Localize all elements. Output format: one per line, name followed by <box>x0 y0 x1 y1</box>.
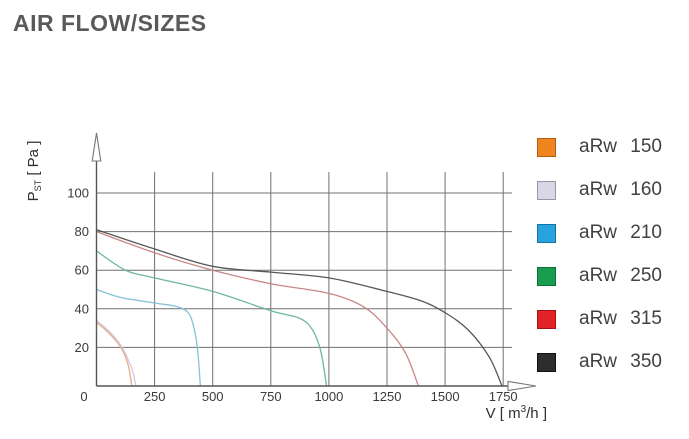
legend-item: aRw 150 <box>537 136 662 157</box>
y-axis-arrow-icon <box>91 132 102 162</box>
curve-arw-210 <box>96 288 202 387</box>
legend: aRw 150 aRw 160 aRw 210 aRw 250 aRw 315 … <box>537 136 662 395</box>
legend-swatch-arw-150-icon <box>537 137 556 157</box>
legend-swatch-arw-315-icon <box>537 309 556 329</box>
x-axis-label: V [ m3/h ] <box>486 404 547 422</box>
y-axis-label: PST [ Pa ] <box>25 141 43 202</box>
legend-item: aRw 315 <box>537 308 662 329</box>
x-tick-label: 250 <box>144 389 166 404</box>
fan-curves <box>96 229 503 387</box>
y-tick-label: 100 <box>67 186 89 201</box>
legend-item: aRw 350 <box>537 351 662 372</box>
x-tick-label: 1750 <box>489 389 518 404</box>
legend-item: aRw 250 <box>537 265 662 286</box>
legend-swatch-arw-160-icon <box>537 180 556 200</box>
tick-labels: 0 250 500 750 1000 1250 1500 1750 20 40 60 80 100 <box>67 186 517 405</box>
y-tick-label: 60 <box>75 263 89 278</box>
legend-label: aRw 250 <box>579 265 662 286</box>
legend-item: aRw 210 <box>537 222 662 243</box>
y-tick-label: 20 <box>75 340 89 355</box>
x-tick-label: 750 <box>260 389 282 404</box>
legend-label: aRw 160 <box>579 179 662 200</box>
origin-tick-label: 0 <box>80 389 87 404</box>
curve-arw-150 <box>96 321 133 387</box>
x-tick-label: 500 <box>202 389 224 404</box>
y-tick-label: 40 <box>75 301 89 316</box>
legend-swatch-arw-210-icon <box>537 223 556 243</box>
legend-swatch-arw-350-icon <box>537 352 556 372</box>
x-axis-arrow-icon <box>507 380 537 392</box>
x-tick-label: 1250 <box>373 389 402 404</box>
legend-swatch-arw-250-icon <box>537 266 556 286</box>
x-tick-label: 1000 <box>314 389 343 404</box>
curve-arw-250 <box>96 250 328 387</box>
legend-item: aRw 160 <box>537 179 662 200</box>
page-title: AIR FLOW/SIZES <box>13 10 207 36</box>
legend-label: aRw 150 <box>579 136 662 157</box>
y-tick-label: 80 <box>75 224 89 239</box>
legend-label: aRw 315 <box>579 308 662 329</box>
gridlines <box>96 172 512 386</box>
legend-label: aRw 210 <box>579 222 662 243</box>
curve-arw-350 <box>96 229 503 387</box>
legend-label: aRw 350 <box>579 351 662 372</box>
curve-arw-160 <box>96 319 137 387</box>
x-tick-label: 1500 <box>431 389 460 404</box>
curve-arw-315 <box>96 230 420 387</box>
